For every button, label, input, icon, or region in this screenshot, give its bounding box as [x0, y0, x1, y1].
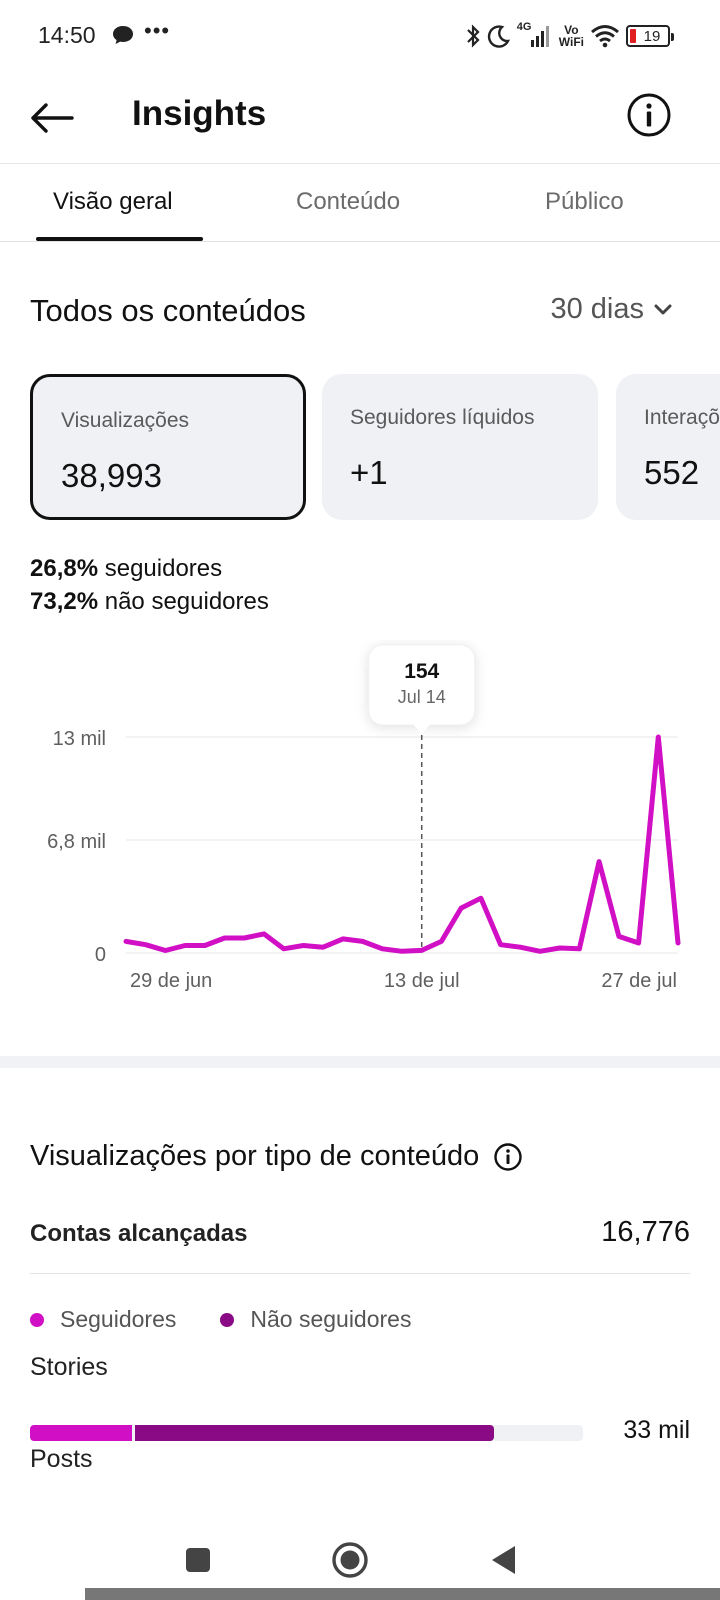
status-bar: 14:50 ••• 4G Vo WiFi: [0, 0, 720, 72]
tab-audience[interactable]: Público: [545, 188, 624, 215]
stories-label: Stories: [30, 1353, 108, 1381]
period-label: 30 dias: [550, 293, 644, 325]
y-tick-label: 0: [95, 944, 106, 966]
home-button[interactable]: [330, 1540, 370, 1580]
chevron-down-icon: [654, 304, 672, 314]
tooltip-bubble: [368, 644, 476, 726]
arrow-left-icon: [31, 103, 74, 133]
y-tick-label: 13 mil: [53, 728, 106, 750]
metric-card-value: 38,993: [61, 457, 162, 494]
moon-icon: [487, 25, 510, 48]
network-label: 4G: [516, 21, 532, 33]
non-followers-share: 73,2% não seguidores: [30, 588, 269, 615]
wifi-icon: [591, 25, 619, 48]
tooltip-date: Jul 14: [398, 687, 446, 707]
gesture-bar: [85, 1588, 720, 1600]
status-time: 14:50: [38, 22, 96, 48]
x-tick-label: 29 de jun: [130, 970, 212, 992]
metric-card-net-followers[interactable]: Seguidores líquidos +1: [322, 374, 598, 520]
page-title: Insights: [132, 94, 267, 133]
posts-label: Posts: [30, 1445, 93, 1473]
tooltip-value: 154: [404, 660, 439, 683]
legend-non-followers: Não seguidores: [220, 1306, 411, 1333]
info-button[interactable]: [626, 92, 672, 138]
tooltip-pointer: [412, 724, 431, 734]
back-button[interactable]: [28, 94, 76, 142]
message-bubble-icon: [113, 26, 133, 44]
series-line: [123, 734, 681, 954]
recent-apps-icon: [186, 1548, 210, 1572]
battery-level: 19: [643, 27, 661, 45]
signal-icon: 4G: [516, 21, 553, 49]
recent-apps-button[interactable]: [178, 1540, 218, 1580]
content-type-title: Visualizações por tipo de conteúdo: [30, 1140, 523, 1173]
followers-share: 26,8% seguidores: [30, 555, 223, 582]
legend-dot: [220, 1312, 235, 1327]
bluetooth-icon: [467, 24, 480, 48]
info-circle-icon[interactable]: [493, 1142, 523, 1172]
y-tick-label: 6,8 mil: [47, 831, 106, 853]
metric-card-label: Visualizações: [61, 409, 190, 432]
active-tab-indicator: [36, 237, 203, 241]
status-icons: 4G Vo WiFi 19: [465, 20, 674, 52]
app-header: Insights: [0, 72, 720, 164]
period-dropdown[interactable]: 30 dias: [550, 293, 672, 326]
legend-dot: [30, 1312, 44, 1327]
system-nav-bar: [0, 1520, 720, 1600]
section-divider: [0, 1056, 720, 1068]
stories-value: 33 mil: [623, 1416, 690, 1444]
metric-card-value: +1: [350, 454, 388, 491]
metric-card-interactions[interactable]: Interações 552: [616, 374, 720, 520]
section-title: Todos os conteúdos: [30, 293, 306, 328]
chart-svg: 0 6,8 mil 13 mil 29 de jun 13 de jul 27 de ju…: [47, 644, 681, 992]
legend-followers: Seguidores: [30, 1306, 176, 1333]
back-triangle-icon: [492, 1546, 515, 1574]
tab-bar: Visão geral Conteúdo Público: [0, 164, 720, 242]
metric-cards[interactable]: Visualizações 38,993 Seguidores líquidos…: [30, 374, 720, 522]
back-nav-button[interactable]: [484, 1540, 524, 1580]
accounts-reached-value: 16,776: [601, 1216, 690, 1248]
follower-split: 26,8% seguidores 73,2% não seguidores: [30, 552, 269, 618]
x-tick-label: 13 de jul: [384, 970, 460, 992]
stories-bar-non-followers: [135, 1425, 494, 1441]
info-circle-icon: [627, 93, 671, 137]
views-line-chart[interactable]: 0 6,8 mil 13 mil 29 de jun 13 de jul 27 de ju…: [0, 640, 720, 1030]
status-more-icon: •••: [144, 18, 171, 43]
stories-bar-followers: [30, 1425, 132, 1441]
accounts-reached-row: Contas alcançadas 16,776: [30, 1214, 690, 1274]
accounts-reached-label: Contas alcançadas: [30, 1220, 248, 1247]
home-icon: [332, 1542, 368, 1578]
legend: Seguidores Não seguidores: [30, 1306, 455, 1333]
stories-bar[interactable]: [30, 1425, 583, 1441]
vowifi-icon: Vo WiFi: [558, 23, 584, 49]
metric-card-label: Seguidores líquidos: [350, 406, 535, 429]
tab-content[interactable]: Conteúdo: [296, 188, 401, 215]
metric-card-views[interactable]: Visualizações 38,993: [30, 374, 306, 520]
metric-card-value: 552: [644, 454, 700, 491]
metric-card-label: Interações: [644, 406, 720, 429]
battery-icon: 19: [626, 25, 674, 47]
tab-overview[interactable]: Visão geral: [53, 188, 173, 215]
x-tick-label: 27 de jul: [601, 970, 677, 992]
